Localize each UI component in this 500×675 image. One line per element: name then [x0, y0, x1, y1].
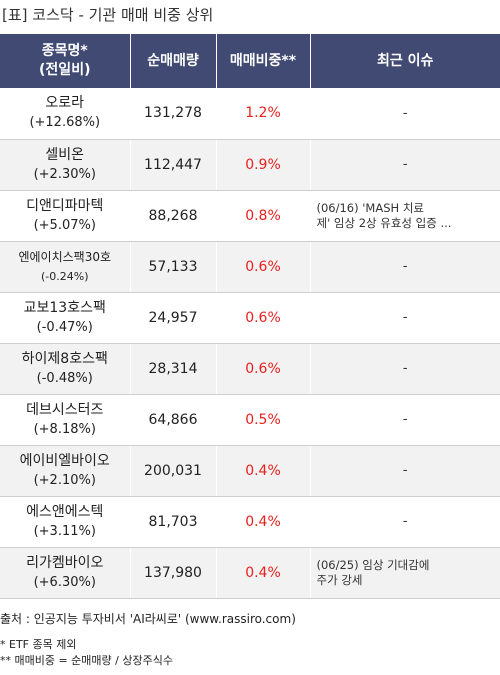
table-row: 리가켐바이오 (+6.30%) 137,980 0.4% (06/25) 임상 기대감에…	[0, 547, 500, 599]
header-name-line1: 종목명*	[41, 43, 88, 59]
stock-name: 하이제8호스팩	[21, 350, 108, 367]
recent-issue-cell: (06/25) 임상 기대감에 주가 강세	[310, 547, 500, 599]
trade-ratio-cell: 0.4%	[216, 445, 311, 497]
table-row: 에이비엘바이오 (+2.10%) 200,031 0.4% -	[0, 445, 500, 497]
stock-name: 엔에이치스팩30호	[18, 249, 112, 264]
stock-name-cell: 에스앤에스텍 (+3.11%)	[0, 496, 131, 548]
issue-line2: 제' 임상 2상 유효성 입증 ...	[316, 215, 452, 230]
header-row: 종목명* (전일비) 순매매량 매매비중** 최근 이슈	[0, 34, 500, 88]
issue-line1: (06/16) 'MASH 치료	[316, 200, 424, 215]
footnote-etf: * ETF 종목 제외	[0, 638, 77, 651]
stock-change: (+3.11%)	[33, 523, 96, 539]
table-row: 셀비온 (+2.30%) 112,447 0.9% -	[0, 139, 500, 191]
net-volume-cell: 88,268	[130, 190, 217, 242]
stock-name-cell: 교보13호스팩 (-0.47%)	[0, 292, 131, 344]
stock-name: 데브시스터즈	[26, 401, 104, 418]
stock-change: (-0.48%)	[36, 370, 93, 386]
issue-line1: -	[402, 412, 408, 427]
recent-issue-cell: -	[310, 241, 500, 293]
trade-ratio-cell: 0.6%	[216, 343, 311, 395]
table-row: 데브시스터즈 (+8.18%) 64,866 0.5% -	[0, 394, 500, 446]
header-issue: 최근 이슈	[310, 34, 500, 88]
table-row: 오로라 (+12.68%) 131,278 1.2% -	[0, 88, 500, 140]
issue-line1: -	[402, 259, 408, 274]
stock-name: 셀비온	[45, 146, 85, 163]
recent-issue-cell: -	[310, 445, 500, 497]
issue-line1: -	[402, 105, 408, 121]
net-volume-cell: 28,314	[130, 343, 217, 395]
trade-ratio-cell: 1.2%	[216, 88, 311, 140]
recent-issue-cell: (06/16) 'MASH 치료 제' 임상 2상 유효성 입증 ...	[310, 190, 500, 242]
trade-ratio-cell: 0.6%	[216, 241, 311, 293]
recent-issue-cell: -	[310, 496, 500, 548]
stock-change: (+6.30%)	[33, 574, 96, 590]
stock-name-cell: 오로라 (+12.68%)	[0, 88, 131, 140]
stock-name-cell: 에이비엘바이오 (+2.10%)	[0, 445, 131, 497]
stock-name: 에스앤에스텍	[26, 503, 104, 520]
recent-issue-cell: -	[310, 394, 500, 446]
stock-name: 디앤디파마텍	[26, 197, 104, 214]
net-volume-cell: 200,031	[130, 445, 217, 497]
stock-change: (+2.30%)	[33, 166, 96, 182]
stock-name-cell: 하이제8호스팩 (-0.48%)	[0, 343, 131, 395]
recent-issue-cell: -	[310, 292, 500, 344]
stock-name-cell: 데브시스터즈 (+8.18%)	[0, 394, 131, 446]
recent-issue-cell: -	[310, 88, 500, 140]
issue-line2: 주가 강세	[316, 572, 363, 587]
trade-ratio-cell: 0.6%	[216, 292, 311, 344]
trade-ratio-cell: 0.9%	[216, 139, 311, 191]
table-row: 디앤디파마텍 (+5.07%) 88,268 0.8% (06/16) 'MASH 치료…	[0, 190, 500, 242]
recent-issue-cell: -	[310, 139, 500, 191]
trade-ratio-cell: 0.4%	[216, 496, 311, 548]
net-volume-cell: 24,957	[130, 292, 217, 344]
net-volume-cell: 64,866	[130, 394, 217, 446]
footnote-ratio: ** 매매비중 = 순매매량 / 상장주식수	[0, 654, 173, 667]
trade-ratio-cell: 0.4%	[216, 547, 311, 599]
net-volume-cell: 137,980	[130, 547, 217, 599]
issue-line1: -	[402, 463, 408, 478]
table-row: 에스앤에스텍 (+3.11%) 81,703 0.4% -	[0, 496, 500, 548]
stock-name: 리가켐바이오	[26, 554, 104, 571]
stock-name: 에이비엘바이오	[19, 452, 110, 469]
net-volume-cell: 57,133	[130, 241, 217, 293]
stock-change: (-0.47%)	[36, 319, 93, 335]
issue-line1: -	[402, 514, 408, 529]
trade-ratio-cell: 0.8%	[216, 190, 311, 242]
source-note: 출처 : 인공지능 투자비서 'AI라씨로' (www.rassiro.com)	[0, 612, 296, 626]
stock-change: (+5.07%)	[33, 217, 96, 233]
issue-line1: -	[402, 361, 408, 376]
issue-line1: (06/25) 임상 기대감에	[316, 557, 430, 572]
stock-name-cell: 리가켐바이오 (+6.30%)	[0, 547, 131, 599]
net-volume-cell: 131,278	[130, 88, 217, 140]
stock-change: (+12.68%)	[29, 115, 101, 131]
trade-ratio-cell: 0.5%	[216, 394, 311, 446]
table-title: [표] 코스닥 - 기관 매매 비중 상위	[2, 6, 214, 24]
net-volume-cell: 112,447	[130, 139, 217, 191]
institution-trading-table: 종목명* (전일비) 순매매량 매매비중** 최근 이슈 오로라 (+12.68%…	[0, 34, 500, 599]
header-qty: 순매매량	[130, 34, 217, 88]
issue-line1: -	[402, 310, 408, 325]
stock-name: 교보13호스팩	[23, 299, 106, 316]
header-ratio: 매매비중**	[216, 34, 311, 88]
table-row: 하이제8호스팩 (-0.48%) 28,314 0.6% -	[0, 343, 500, 395]
stock-name-cell: 셀비온 (+2.30%)	[0, 139, 131, 191]
issue-line1: -	[402, 157, 408, 172]
recent-issue-cell: -	[310, 343, 500, 395]
stock-change: (+2.10%)	[33, 472, 96, 488]
stock-change: (+8.18%)	[33, 421, 96, 437]
table-row: 교보13호스팩 (-0.47%) 24,957 0.6% -	[0, 292, 500, 344]
stock-name-cell: 디앤디파마텍 (+5.07%)	[0, 190, 131, 242]
table-row: 엔에이치스팩30호 (-0.24%) 57,133 0.6% -	[0, 241, 500, 293]
stock-name: 오로라	[45, 95, 85, 112]
header-name-line2: (전일비)	[39, 62, 91, 78]
header-name: 종목명* (전일비)	[0, 34, 131, 88]
stock-name-cell: 엔에이치스팩30호 (-0.24%)	[0, 241, 131, 293]
net-volume-cell: 81,703	[130, 496, 217, 548]
stock-change: (-0.24%)	[41, 269, 89, 283]
